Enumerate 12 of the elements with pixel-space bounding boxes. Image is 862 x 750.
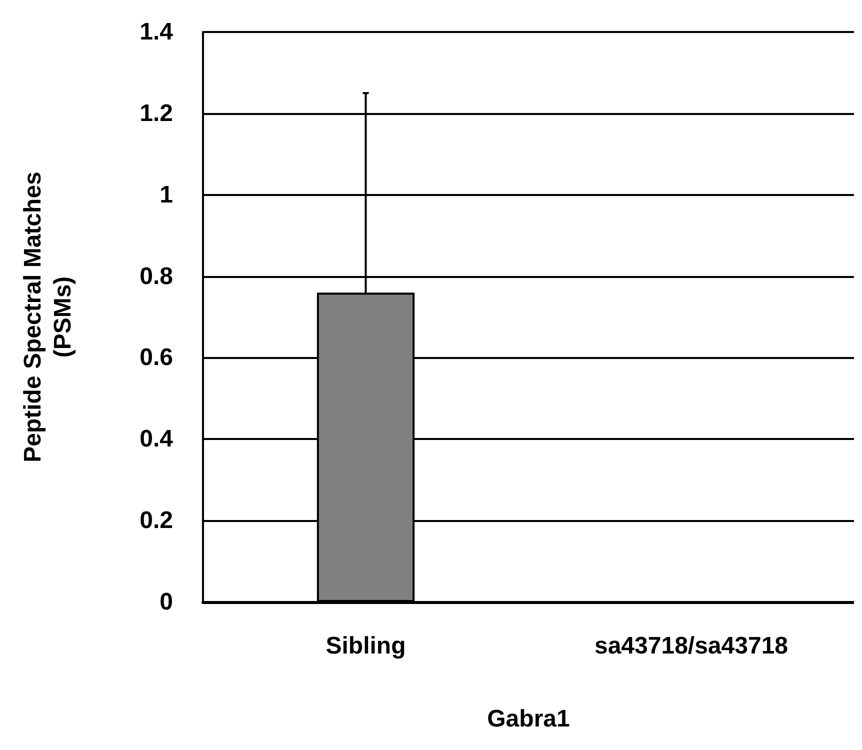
y-tick-label: 1 (160, 181, 173, 208)
x-tick-label: sa43718/sa43718 (594, 632, 788, 660)
y-tick-label: 1.2 (140, 100, 173, 127)
x-tick-label: Sibling (326, 632, 406, 660)
y-tick-label: 1.4 (140, 18, 174, 46)
y-tick-label: 0 (160, 588, 173, 616)
x-axis-title: Gabra1 (487, 706, 570, 732)
y-tick-label: 0.8 (140, 262, 173, 290)
y-axis-title: Peptide Spectral Matches (PSMs) (20, 172, 76, 462)
y-tick-label: 0.6 (140, 344, 173, 372)
y-tick-label: 0.2 (140, 507, 173, 534)
y-tick-label: 0.4 (140, 426, 174, 453)
